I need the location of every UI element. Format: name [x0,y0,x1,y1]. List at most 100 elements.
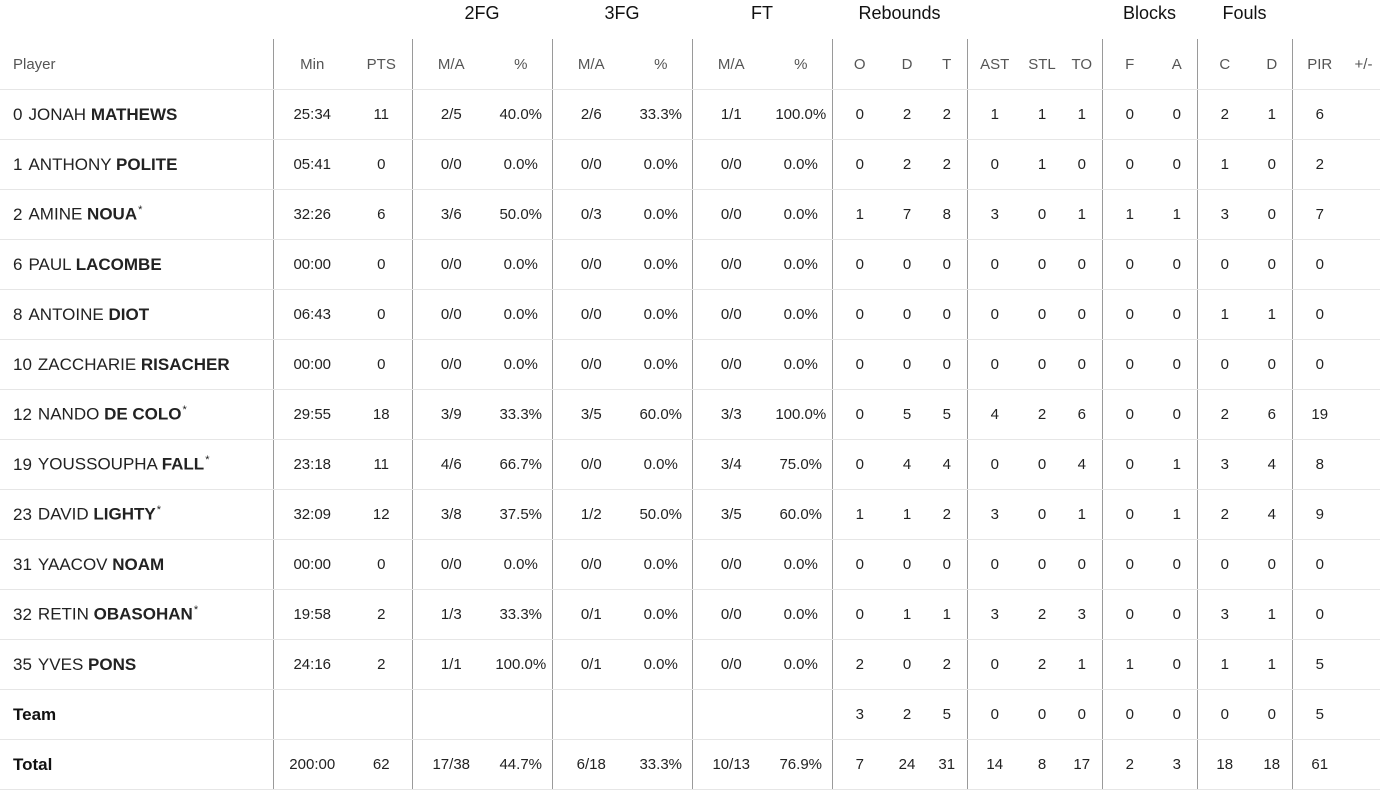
stat-min: 06:43 [272,289,351,340]
stat-pir: 19 [1291,389,1347,440]
stat-fg2-ma: 0/0 [411,139,490,190]
stat-blk-f: 2 [1101,739,1157,790]
stat-foul-d: 1 [1252,89,1292,140]
col-header-foul-d[interactable]: D [1252,39,1292,90]
total-label: Total [0,739,273,790]
stat-reb-d: 5 [887,389,927,440]
stat-foul-c: 2 [1196,389,1252,440]
stat-ast: 3 [966,589,1022,640]
col-header-foul-c[interactable]: C [1196,39,1252,90]
player-name-cell[interactable]: 23 DAVID LIGHTY* [0,489,273,540]
stat-reb-o: 2 [831,639,887,690]
player-name-cell[interactable]: 1 ANTHONY POLITE [0,139,273,190]
stat-min: 32:26 [272,189,351,240]
player-name-cell[interactable]: 10 ZACCHARIE RISACHER [0,339,273,390]
stat-ft-pct: 0.0% [770,139,832,190]
col-header-2fg-ma[interactable]: M/A [411,39,490,90]
stat-foul-d: 0 [1252,689,1292,740]
player-number: 6 [13,254,23,274]
col-header-pts[interactable]: PTS [351,39,412,90]
stat-reb-o: 3 [831,689,887,740]
stat-ft-ma: 10/13 [691,739,770,790]
player-name-cell[interactable]: 35 YVES PONS [0,639,273,690]
stat-reb-o: 0 [831,389,887,440]
player-first-name: YVES [37,654,84,674]
stat-to: 6 [1062,389,1102,440]
stat-reb-t: 2 [927,489,967,540]
stat-pts: 2 [351,639,412,690]
stat-ast: 0 [966,639,1022,690]
col-header-ast[interactable]: AST [966,39,1022,90]
col-header-reb-t[interactable]: T [927,39,967,90]
player-row[interactable]: 32 RETIN OBASOHAN* 19:58 2 1/3 33.3% 0/1 0.0% 0/… [0,589,1380,640]
col-header-pir[interactable]: PIR [1291,39,1347,90]
stat-blk-a: 0 [1157,389,1197,440]
player-name-cell[interactable]: 12 NANDO DE COLO* [0,389,273,440]
col-header-plus-minus[interactable]: +/- [1347,39,1380,90]
stat-min: 23:18 [272,439,351,490]
col-header-ft-ma[interactable]: M/A [691,39,770,90]
stat-blk-f: 0 [1101,539,1157,590]
player-name-cell[interactable]: 0 JONAH MATHEWS [0,89,273,140]
player-row[interactable]: 35 YVES PONS 24:16 2 1/1 100.0% 0/1 0.0% 0/0 0.0%… [0,639,1380,690]
player-row[interactable]: 12 NANDO DE COLO* 29:55 18 3/9 33.3% 3/5 60.0% 3… [0,389,1380,440]
stat-stl: 2 [1022,389,1062,440]
col-header-3fg-pct[interactable]: % [630,39,692,90]
stat-pts: 0 [351,339,412,390]
stat-blk-f: 0 [1101,239,1157,290]
stat-ft-pct: 76.9% [770,739,832,790]
stat-ast: 0 [966,339,1022,390]
player-name-cell[interactable]: 2 AMINE NOUA* [0,189,273,240]
player-name-cell[interactable]: 8 ANTOINE DIOT [0,289,273,340]
stat-pm [1347,89,1380,140]
player-row[interactable]: 6 PAUL LACOMBE 00:00 0 0/0 0.0% 0/0 0.0% 0/0 0.0%… [0,239,1380,290]
stat-ft-ma: 3/5 [691,489,770,540]
player-name-cell[interactable]: 19 YOUSSOUPHA FALL* [0,439,273,490]
player-row[interactable]: 8 ANTOINE DIOT 06:43 0 0/0 0.0% 0/0 0.0% 0/0 0.0%… [0,289,1380,340]
col-header-stl[interactable]: STL [1022,39,1062,90]
player-row[interactable]: 2 AMINE NOUA* 32:26 6 3/6 50.0% 0/3 0.0% 0/0 0.0%… [0,189,1380,240]
player-row[interactable]: 19 YOUSSOUPHA FALL* 23:18 11 4/6 66.7% 0/0 0.0%… [0,439,1380,490]
col-header-2fg-pct[interactable]: % [490,39,552,90]
stat-fg2-pct: 33.3% [490,589,552,640]
col-header-min[interactable]: Min [272,39,351,90]
col-header-ft-pct[interactable]: % [770,39,832,90]
player-row[interactable]: 0 JONAH MATHEWS 25:34 11 2/5 40.0% 2/6 33.3% 1/1… [0,89,1380,140]
player-first-name: NANDO [37,404,100,424]
stat-fg3-ma: 0/1 [551,639,630,690]
stat-reb-o: 1 [831,189,887,240]
col-header-blk-f[interactable]: F [1101,39,1157,90]
stat-fg2-ma: 4/6 [411,439,490,490]
stat-reb-d: 4 [887,439,927,490]
starter-marker: * [138,204,143,217]
col-header-blk-a[interactable]: A [1157,39,1197,90]
stat-fg2-ma: 17/38 [411,739,490,790]
stat-fg2-pct: 66.7% [490,439,552,490]
player-name-cell[interactable]: 31 YAACOV NOAM [0,539,273,590]
stat-fg3-ma: 0/1 [551,589,630,640]
player-number: 23 [13,504,32,524]
stat-min: 00:00 [272,239,351,290]
player-name-cell[interactable]: 32 RETIN OBASOHAN* [0,589,273,640]
player-row[interactable]: 23 DAVID LIGHTY* 32:09 12 3/8 37.5% 1/2 50.0% 3/… [0,489,1380,540]
player-number: 2 [13,204,23,224]
col-header-reb-o[interactable]: O [831,39,887,90]
stat-foul-d: 6 [1252,389,1292,440]
player-row[interactable]: 31 YAACOV NOAM 00:00 0 0/0 0.0% 0/0 0.0% 0/0 0.0%… [0,539,1380,590]
stat-blk-f: 0 [1101,389,1157,440]
col-header-to[interactable]: TO [1062,39,1102,90]
stat-ast: 4 [966,389,1022,440]
col-header-3fg-ma[interactable]: M/A [551,39,630,90]
col-header-reb-d[interactable]: D [887,39,927,90]
stat-blk-a: 0 [1157,239,1197,290]
stat-blk-a: 0 [1157,539,1197,590]
player-row[interactable]: 10 ZACCHARIE RISACHER 00:00 0 0/0 0.0% 0/0 0.0%… [0,339,1380,390]
player-last-name: FALL [161,454,205,474]
player-name-cell[interactable]: 6 PAUL LACOMBE [0,239,273,290]
stat-fg3-pct: 0.0% [630,339,692,390]
player-row[interactable]: 1 ANTHONY POLITE 05:41 0 0/0 0.0% 0/0 0.0% 0/0 0.… [0,139,1380,190]
player-first-name: ANTOINE [28,304,104,324]
col-header-player[interactable]: Player [0,39,273,90]
stat-stl: 0 [1022,439,1062,490]
stat-foul-d: 0 [1252,139,1292,190]
